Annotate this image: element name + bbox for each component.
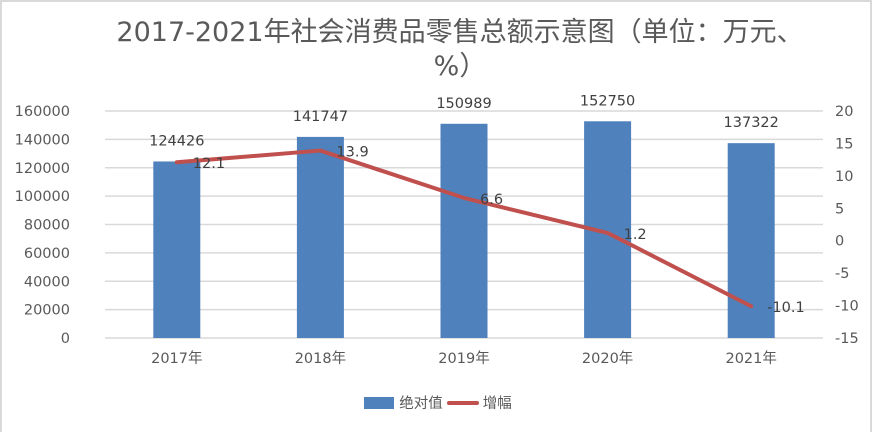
right-axis-tick: 15 <box>835 136 853 152</box>
right-axis-tick: 0 <box>835 234 844 250</box>
left-axis-tick: 0 <box>61 331 70 347</box>
chart-title-line-2: %） <box>433 51 487 82</box>
left-axis-tick: 80000 <box>24 218 70 234</box>
legend-line-label: 增幅 <box>482 396 512 412</box>
bar[interactable] <box>296 136 344 338</box>
bar[interactable] <box>153 161 201 338</box>
category-label: 2018年 <box>295 350 346 367</box>
line-value-label: 12.1 <box>193 156 225 172</box>
right-axis-tick: -5 <box>835 266 849 282</box>
right-axis-tick: -10 <box>835 299 859 315</box>
bar-value-label: 152750 <box>580 93 635 109</box>
category-label: 2020年 <box>582 350 633 367</box>
right-axis-tick: 20 <box>835 104 853 120</box>
bar-swatch-icon <box>364 396 395 409</box>
legend: 绝对值 增幅 <box>0 392 876 413</box>
chart-title: 2017-2021年社会消费品零售总额示意图（单位：万元、 %） <box>100 16 820 84</box>
left-axis-tick: 60000 <box>24 246 70 262</box>
bar[interactable] <box>440 123 488 338</box>
bar-value-label: 141747 <box>293 109 348 125</box>
legend-item-bar[interactable]: 绝对值 <box>364 392 443 413</box>
left-axis-tick: 40000 <box>24 274 70 290</box>
category-label: 2019年 <box>438 350 489 367</box>
line-value-label: 13.9 <box>336 145 368 161</box>
left-axis-tick: 120000 <box>15 161 70 177</box>
growth-line[interactable] <box>174 148 754 309</box>
legend-bar-label: 绝对值 <box>399 396 443 412</box>
left-axis-tick: 140000 <box>15 132 70 148</box>
bar-value-label: 124426 <box>149 133 204 149</box>
right-axis-tick: 5 <box>835 201 844 217</box>
right-axis-tick: 10 <box>835 169 853 185</box>
legend-item-line[interactable]: 增幅 <box>446 392 512 413</box>
bar-value-label: 150989 <box>436 96 491 112</box>
line-value-label: -10.1 <box>767 300 805 316</box>
bar-value-label: 137322 <box>724 115 779 131</box>
left-axis-tick: 100000 <box>15 189 70 205</box>
category-label: 2017年 <box>151 350 202 367</box>
left-axis-tick: 160000 <box>15 104 70 120</box>
line-swatch-icon <box>446 400 479 405</box>
line-value-label: 6.6 <box>480 192 503 208</box>
right-axis-tick: -15 <box>835 331 859 347</box>
line-value-label: 1.2 <box>624 227 647 243</box>
chart-title-line-1: 2017-2021年社会消费品零售总额示意图（单位：万元、 <box>116 17 804 48</box>
left-axis-tick: 20000 <box>24 303 70 319</box>
category-label: 2021年 <box>725 350 776 367</box>
